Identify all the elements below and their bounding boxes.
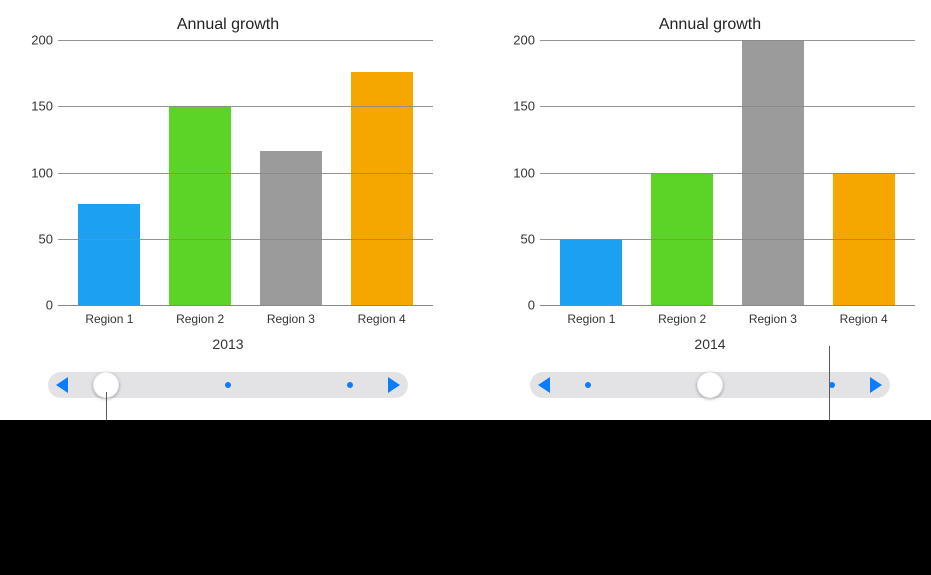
slider-stop-dot[interactable] [347,382,353,388]
chart-xlabels: Region 1 Region 2 Region 3 Region 4 [540,306,915,326]
gridline [540,40,915,41]
redacted-caption-bar [0,420,931,575]
y-axis-tick-label: 200 [18,33,53,48]
x-axis-tick-label: Region 2 [651,312,713,326]
x-axis-tick-label: Region 1 [78,312,140,326]
slider-prev-icon[interactable] [56,377,68,393]
y-axis-tick-label: 0 [500,298,535,313]
x-axis-tick-label: Region 2 [169,312,231,326]
bar [169,106,231,305]
y-axis-tick-label: 50 [18,231,53,246]
page: Annual growth 050100150200 Region 1Regio… [0,0,931,575]
gridline [540,173,915,174]
slider-next-icon[interactable] [870,377,882,393]
x-axis-tick-label: Region 3 [742,312,804,326]
y-axis-tick-label: 100 [18,165,53,180]
bar [560,239,622,305]
gridline [540,106,915,107]
year-slider[interactable] [530,370,890,400]
chart-year-label: 2013 [18,336,438,352]
y-axis-tick-label: 50 [500,231,535,246]
gridline [58,239,433,240]
gridline [58,173,433,174]
chart-title: Annual growth [500,8,920,40]
x-axis-tick-label: Region 4 [351,312,413,326]
chart-plot: 050100150200 [58,40,433,306]
slider-stop-dot[interactable] [225,382,231,388]
bar [260,151,322,305]
y-axis-tick-label: 0 [18,298,53,313]
slider-handle[interactable] [697,372,723,398]
gridline [58,106,433,107]
chart-panel-2014: Annual growth 050100150200 Region 1Regio… [500,8,920,400]
chart-title: Annual growth [18,8,438,40]
year-slider[interactable] [48,370,408,400]
x-axis-tick-label: Region 1 [560,312,622,326]
slider-prev-icon[interactable] [538,377,550,393]
y-axis-tick-label: 150 [500,99,535,114]
y-axis-tick-label: 100 [500,165,535,180]
gridline [58,40,433,41]
chart-panel-2013: Annual growth 050100150200 Region 1Regio… [18,8,438,400]
slider-stop-dot[interactable] [829,382,835,388]
chart-xlabels: Region 1 Region 2 Region 3 Region 4 [58,306,433,326]
gridline [540,239,915,240]
chart-year-label: 2014 [500,336,920,352]
x-axis-tick-label: Region 3 [260,312,322,326]
x-axis-tick-label: Region 4 [833,312,895,326]
slider-next-icon[interactable] [388,377,400,393]
callout-line [829,346,830,428]
chart-plot: 050100150200 [540,40,915,306]
y-axis-tick-label: 150 [18,99,53,114]
bar [78,204,140,305]
slider-stop-dot[interactable] [585,382,591,388]
y-axis-tick-label: 200 [500,33,535,48]
